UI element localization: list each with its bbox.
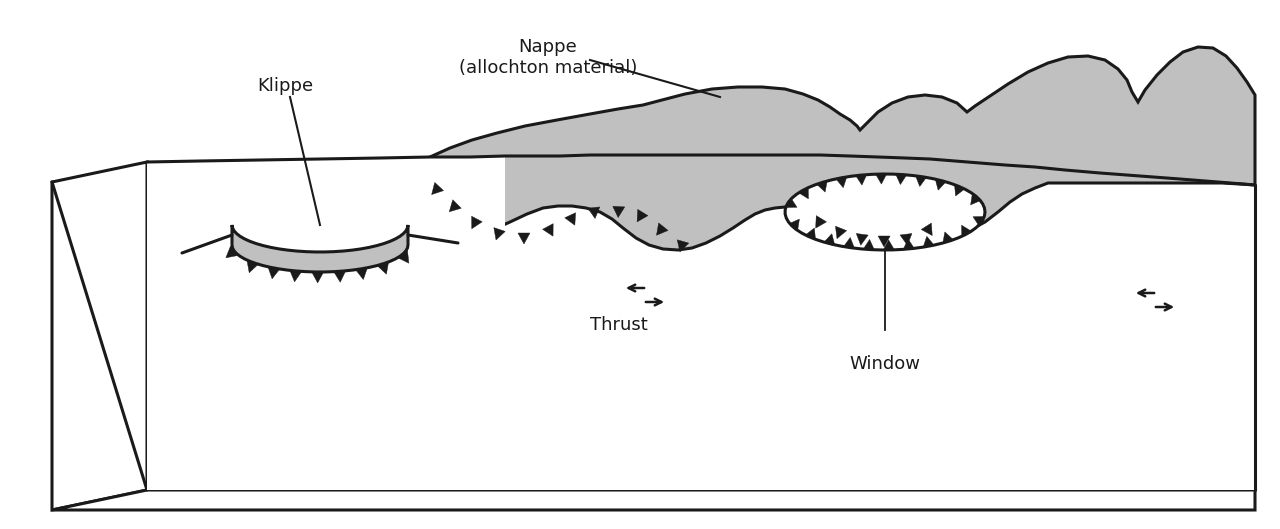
Polygon shape [232,225,408,272]
Polygon shape [799,187,809,199]
Polygon shape [494,227,506,240]
Polygon shape [936,179,946,190]
Polygon shape [961,225,972,236]
Text: Autochton material: Autochton material [300,401,474,419]
Polygon shape [856,175,867,185]
Polygon shape [915,176,927,187]
Polygon shape [147,155,1254,490]
Polygon shape [883,240,895,250]
Polygon shape [52,162,147,510]
Polygon shape [312,272,324,283]
Polygon shape [378,262,389,274]
Polygon shape [836,226,846,239]
Polygon shape [334,271,346,282]
Polygon shape [52,490,1254,510]
Polygon shape [815,216,827,228]
Polygon shape [805,228,815,240]
Polygon shape [518,233,530,244]
Polygon shape [844,238,855,248]
Polygon shape [824,234,835,245]
Polygon shape [836,177,847,188]
Polygon shape [864,240,874,250]
Polygon shape [785,174,986,250]
Polygon shape [943,232,954,243]
Polygon shape [289,270,302,282]
Polygon shape [431,183,444,195]
Text: Window: Window [850,355,920,373]
Polygon shape [896,174,906,185]
Polygon shape [923,236,934,247]
Polygon shape [613,206,625,217]
Polygon shape [856,233,868,245]
Polygon shape [637,209,648,222]
Polygon shape [588,207,600,218]
Polygon shape [817,181,827,192]
Text: Klippe: Klippe [257,77,314,95]
Polygon shape [657,223,668,235]
Polygon shape [970,194,980,205]
Polygon shape [786,198,797,207]
Polygon shape [900,233,911,245]
Polygon shape [268,267,280,279]
Polygon shape [147,156,561,490]
Polygon shape [876,174,887,184]
Polygon shape [904,239,914,249]
Polygon shape [788,219,800,231]
Text: Nappe
(allochton material): Nappe (allochton material) [458,38,637,77]
Polygon shape [247,260,259,273]
Polygon shape [677,240,689,252]
Polygon shape [543,224,553,236]
Polygon shape [878,236,890,247]
Polygon shape [398,251,408,263]
Polygon shape [449,200,461,212]
Polygon shape [564,213,576,225]
Polygon shape [471,216,483,229]
Text: Thrust: Thrust [590,316,648,334]
Polygon shape [955,185,965,196]
Polygon shape [356,268,367,279]
Polygon shape [225,246,238,258]
Polygon shape [430,47,1254,250]
Polygon shape [922,223,932,235]
Polygon shape [973,216,984,226]
